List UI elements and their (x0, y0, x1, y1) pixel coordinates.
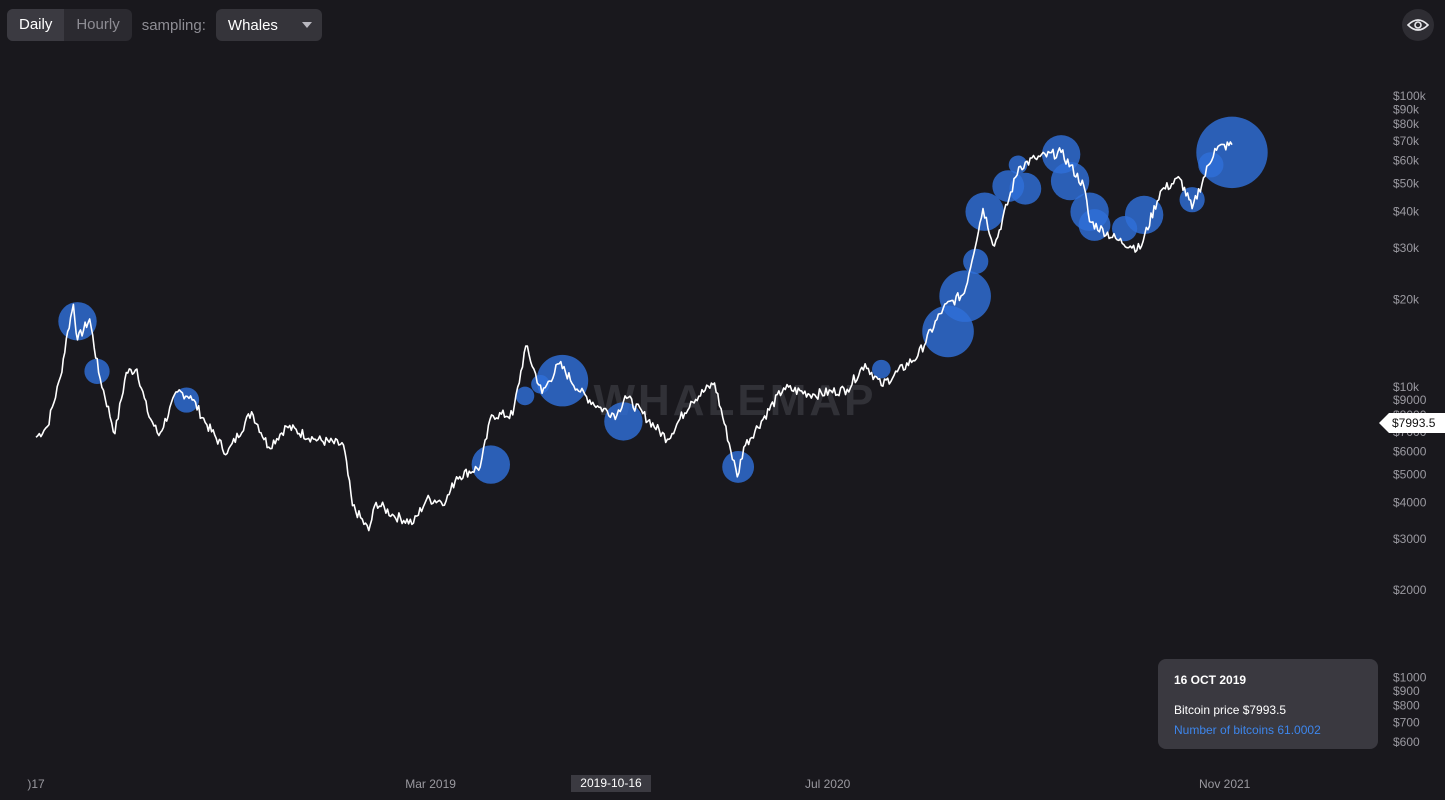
bubble-layer (58, 116, 1268, 484)
whale-bubble[interactable] (1050, 161, 1090, 201)
interval-hourly-button[interactable]: Hourly (76, 16, 120, 33)
whale-bubble[interactable] (604, 402, 643, 441)
y-tick-label: $90k (1393, 102, 1420, 116)
y-axis: $100k$90k$80k $70k $60k $50k $40k $30k $20k $10… (1393, 89, 1427, 749)
toolbar: Daily Hourly sampling: Whales (7, 9, 322, 41)
visibility-toggle-button[interactable] (1402, 9, 1434, 41)
whale-bubble[interactable] (471, 445, 511, 484)
y-tick-label: $60k (1393, 154, 1420, 168)
x-tick-label: Nov 2021 (1199, 777, 1251, 791)
y-tick-label: $4000 (1393, 495, 1427, 509)
y-tick-label: $50k (1393, 177, 1420, 191)
y-tick-label: $20k (1393, 292, 1420, 306)
tooltip-bitcoins: Number of bitcoins 61.0002 (1174, 723, 1321, 737)
x-tick-label: Jul 2020 (805, 777, 851, 791)
y-tick-label: $900 (1393, 684, 1420, 698)
tooltip-price: Bitcoin price $7993.5 (1174, 703, 1287, 717)
crosshair-price-marker: $7993.5 (1379, 413, 1445, 433)
y-tick-label: $800 (1393, 699, 1420, 713)
whale-bubble[interactable] (1196, 116, 1268, 189)
interval-toggle: Daily Hourly (7, 9, 132, 41)
y-tick-label: $100k (1393, 89, 1427, 103)
x-tick-label: )17 (27, 777, 45, 791)
y-tick-label: $3000 (1393, 532, 1427, 546)
whale-bubble[interactable] (58, 302, 97, 341)
y-tick-label: $6000 (1393, 444, 1427, 458)
x-tick-label: Mar 2019 (405, 777, 456, 791)
whale-bubble[interactable] (515, 386, 535, 406)
y-tick-label: $10k (1393, 380, 1420, 394)
whale-bubble[interactable] (1078, 209, 1111, 241)
whale-bubble[interactable] (963, 248, 989, 274)
price-line (35, 141, 1233, 532)
sampling-label: sampling: (141, 16, 206, 34)
whale-bubble[interactable] (1009, 172, 1042, 205)
y-tick-label: $40k (1393, 205, 1420, 219)
y-tick-label: $700 (1393, 716, 1420, 730)
whale-bubble[interactable] (965, 192, 1004, 231)
sampling-select[interactable]: Whales (215, 9, 322, 41)
crosshair-price-label: $7993.5 (1389, 413, 1445, 433)
eye-icon (1407, 19, 1429, 31)
y-tick-label: $5000 (1393, 467, 1427, 481)
y-tick-label: $30k (1393, 241, 1420, 255)
y-tick-label: $80k (1393, 117, 1420, 131)
y-tick-label: $70k (1393, 134, 1420, 148)
whale-bubble[interactable] (939, 270, 991, 322)
tooltip: 16 OCT 2019 Bitcoin price $7993.5 Number… (1158, 659, 1378, 749)
y-tick-label: $9000 (1393, 393, 1427, 407)
x-axis: )17 Mar 2019 Jul 2020 Nov 2021 (27, 777, 1250, 791)
whale-bubble[interactable] (84, 358, 110, 384)
y-tick-label: $600 (1393, 735, 1420, 749)
tooltip-date: 16 OCT 2019 (1174, 673, 1247, 687)
whale-bubble[interactable] (173, 387, 200, 413)
y-tick-label: $2000 (1393, 583, 1427, 597)
crosshair-date-label: 2019-10-16 (571, 775, 651, 792)
sampling-value: Whales (227, 16, 278, 34)
whale-bubble[interactable] (722, 451, 755, 483)
whale-bubble[interactable] (536, 354, 589, 407)
whale-bubble[interactable] (872, 359, 891, 379)
y-tick-label: $1000 (1393, 671, 1427, 685)
marker-arrow-icon (1379, 413, 1389, 433)
chevron-down-icon (301, 22, 312, 28)
interval-daily-button[interactable]: Daily (7, 9, 65, 41)
price-line-layer (35, 141, 1233, 532)
